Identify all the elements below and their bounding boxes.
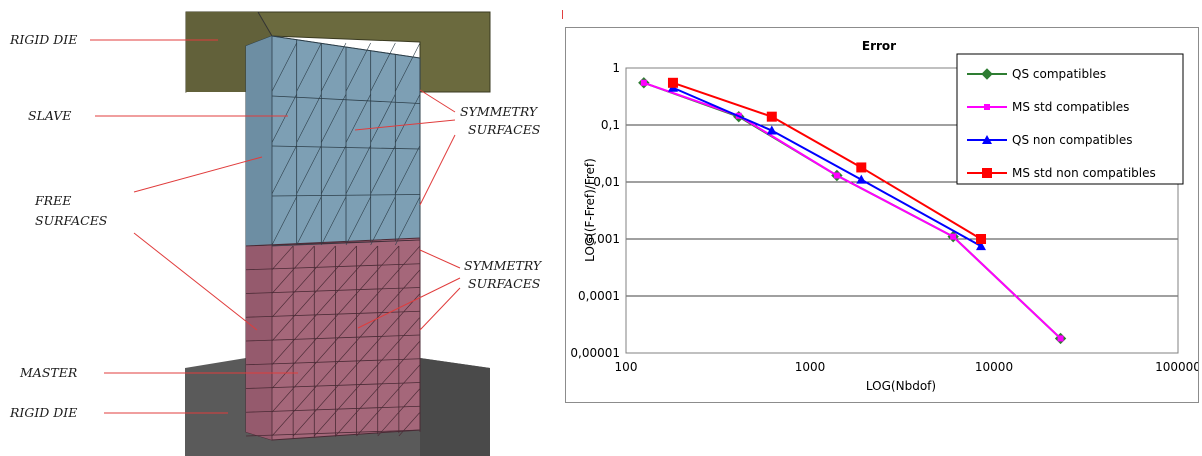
data-point [950,233,957,240]
legend-swatch-marker [982,135,992,144]
series-line [672,86,982,247]
legend-label: MS std non compatibles [1012,166,1156,180]
series-line [672,81,982,240]
label-free-surfaces-line1: FREE [34,193,71,208]
label-rigid-die-top: RIGID DIE [9,32,77,47]
data-point [640,79,647,86]
rigid-die-bottom-dark [420,358,490,456]
data-point [766,111,777,122]
series-qs-non-compatibles [667,82,987,251]
y-tick-label: 0,0001 [578,289,620,303]
legend-swatch-marker [982,168,992,178]
x-tick-label: 10000 [975,360,1013,374]
legend-swatch-marker [984,104,990,110]
data-point [976,234,987,244]
data-point [667,77,678,88]
y-tick-label: 0,001 [586,232,620,246]
y-tick-label: 0,1 [601,118,620,132]
series-ms-std-non-compatibles [667,77,987,244]
callout-lines [90,39,461,414]
mesh-lines [245,35,421,440]
legend-items: QS compatibles MS std compatibles QS non c… [967,67,1156,180]
data-point [856,162,867,173]
data-point [833,172,840,179]
label-free-surfaces-line2: SURFACES [35,213,107,228]
y-tick-label: 0,01 [593,175,620,189]
data-point [976,241,987,251]
x-tick-label: 1000 [795,360,826,374]
label-symmetry-top-line2: SURFACES [468,122,540,137]
plot-area [625,67,1179,354]
error-chart: Error 1 0,1 0,01 0,001 0,0001 0,00001 100 1000… [565,27,1199,403]
legend-label: QS compatibles [1012,67,1106,81]
series-layer [638,77,1067,345]
fe-model-illustration: RIGID DIE SLAVE FREE SURFACES SYMMETRY S… [9,11,543,456]
y-tick-labels: 1 0,1 0,01 0,001 0,0001 0,00001 [570,61,620,360]
legend-swatch-marker [981,68,993,80]
label-master: MASTER [19,365,77,380]
rigid-die-top-face [186,12,272,92]
y-tick-label: 0,00001 [570,346,620,360]
red-tick-mark [562,10,563,19]
label-slave: SLAVE [28,108,71,123]
label-symmetry-bottom-line2: SURFACES [468,276,540,291]
x-tick-labels: 100 1000 10000 100000 [615,360,1198,374]
label-symmetry-bottom-line1: SYMMETRY [464,258,543,273]
y-axis-label: LOG((F-Fref)/Fref) [583,158,597,262]
chart-svg: Error 1 0,1 0,01 0,001 0,0001 0,00001 100 1000… [570,39,1198,393]
label-symmetry-top-line1: SYMMETRY [460,104,539,119]
legend-label: QS non compatibles [1012,133,1132,147]
slave-block [245,35,421,247]
x-tick-label: 100 [615,360,638,374]
data-point [856,174,867,184]
legend: QS compatibles MS std compatibles QS non c… [956,53,1184,185]
data-point [1057,335,1064,342]
chart-title: Error [862,39,896,53]
label-rigid-die-bottom: RIGID DIE [9,405,77,420]
x-axis-label: LOG(Nbdof) [866,379,936,393]
legend-label: MS std compatibles [1012,100,1129,114]
legend-box [956,53,1184,185]
y-tick-label: 1 [612,61,620,75]
data-point [766,125,777,135]
x-tick-label: 100000 [1155,360,1198,374]
